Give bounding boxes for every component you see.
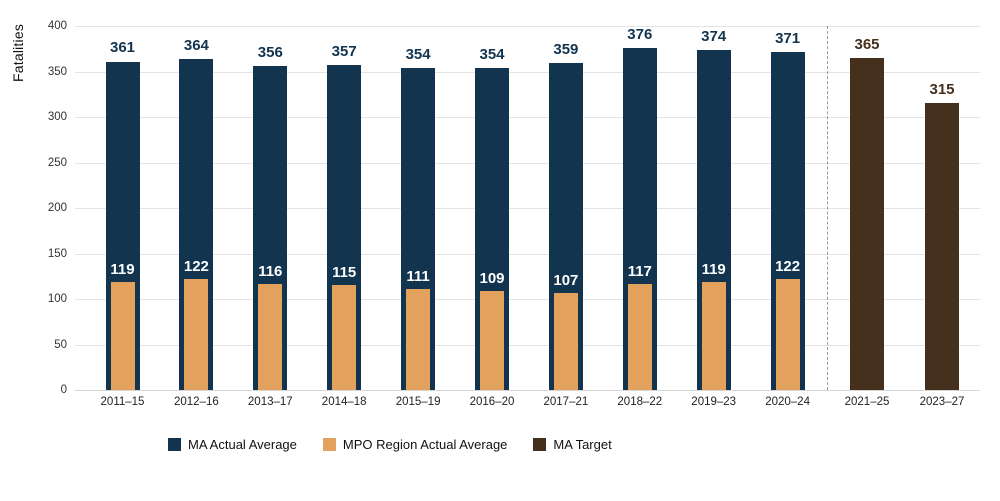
bar-value-label: 371 [775, 30, 801, 48]
ma-actual-swatch-icon [168, 438, 181, 451]
y-tick-350: 350 [47, 65, 67, 78]
y-tick-200: 200 [47, 202, 67, 214]
x-tick-2019–23: 2019–23 [691, 396, 737, 408]
x-tick-2020–24: 2020–24 [765, 396, 810, 408]
gridline-200 [75, 208, 980, 209]
gridline-250 [75, 162, 980, 164]
mpo-region-swatch-icon [322, 438, 336, 451]
ma-target-bar-2023–27 [925, 103, 959, 390]
x-tick-2012–16: 2012–16 [174, 396, 219, 408]
bar-value-label: 359 [553, 41, 579, 59]
gridline-0 [75, 390, 980, 391]
legend-label-ma-target: MA Target [553, 437, 612, 452]
bar-value-label-inner: 122 [183, 257, 209, 275]
bar-value-label: 365 [854, 35, 880, 53]
bar-value-label-inner: 119 [110, 260, 135, 278]
legend-item-ma-actual: MA Actual Average [168, 437, 297, 452]
mpo-region-bar-2020–24 [775, 278, 800, 390]
x-tick-2013–17: 2013–17 [247, 396, 293, 408]
y-tick-0: 0 [60, 384, 67, 396]
gridline-350 [75, 71, 980, 73]
x-tick-2015–19: 2015–19 [395, 396, 441, 408]
x-tick-2017–21: 2017–21 [543, 396, 589, 408]
y-axis-title: Fatalities [10, 23, 26, 82]
y-tick-250: 250 [47, 156, 67, 169]
bar-value-label-inner: 116 [258, 263, 283, 281]
bar-value-label: 364 [183, 36, 209, 54]
bar-value-label-inner: 107 [553, 271, 579, 289]
bar-value-label-inner: 111 [406, 267, 430, 285]
bar-value-label: 315 [929, 81, 955, 99]
bar-value-label-inner: 109 [479, 269, 505, 287]
ma-target-swatch-icon [533, 438, 547, 451]
y-tick-400: 400 [47, 20, 67, 32]
bar-value-label: 376 [627, 25, 653, 43]
gridline-150 [75, 253, 980, 255]
mpo-region-bar-2011–15 [110, 281, 135, 390]
bar-value-label: 354 [405, 45, 431, 63]
mpo-region-bar-2017–21 [553, 292, 578, 390]
mpo-region-bar-2019–23 [701, 281, 726, 390]
mpo-region-bar-2015–19 [406, 289, 431, 390]
bar-value-label-inner: 119 [701, 260, 726, 278]
ma-target-bar-2021–25 [850, 57, 884, 390]
target-separator-line [827, 26, 828, 390]
bar-value-label: 374 [701, 27, 727, 45]
mpo-region-bar-2014–18 [332, 285, 357, 390]
x-tick-2021–25: 2021–25 [844, 396, 890, 408]
x-tick-2018–22: 2018–22 [617, 396, 663, 408]
y-tick-300: 300 [47, 111, 67, 123]
y-tick-150: 150 [47, 247, 67, 260]
mpo-region-bar-2016–20 [480, 290, 504, 390]
x-tick-2023–27: 2023–27 [919, 396, 965, 408]
bar-value-label: 361 [109, 39, 136, 57]
legend-item-ma-target: MA Target [533, 437, 612, 452]
bar-value-label: 356 [257, 44, 283, 62]
gridline-300 [75, 117, 980, 118]
mpo-region-bar-2018–22 [627, 283, 652, 390]
bar-value-label-inner: 115 [332, 264, 357, 282]
gridline-50 [75, 344, 980, 346]
x-tick-2016–20: 2016–20 [469, 396, 515, 408]
legend-label-ma-actual: MA Actual Average [188, 437, 297, 452]
gridline-100 [75, 299, 980, 300]
x-tick-2011–15: 2011–15 [100, 396, 145, 408]
bar-value-label-inner: 117 [627, 262, 652, 280]
gridline-400 [75, 26, 980, 27]
mpo-region-bar-2012–16 [184, 278, 209, 390]
x-tick-2014–18: 2014–18 [321, 396, 367, 408]
mpo-region-bar-2013–17 [258, 284, 283, 390]
legend: MA Actual Average MPO Region Actual Aver… [168, 437, 612, 452]
plot-area: 361 119 364 122 356 116 357 115 354 111 354 109 359 1… [75, 25, 980, 391]
legend-label-mpo-region: MPO Region Actual Average [342, 437, 508, 452]
bar-value-label: 354 [479, 45, 505, 63]
legend-item-mpo-region: MPO Region Actual Average [322, 437, 508, 452]
bar-value-label: 357 [331, 43, 357, 61]
y-tick-100: 100 [47, 293, 67, 305]
bar-value-label-inner: 122 [775, 257, 801, 275]
y-tick-50: 50 [54, 338, 67, 351]
